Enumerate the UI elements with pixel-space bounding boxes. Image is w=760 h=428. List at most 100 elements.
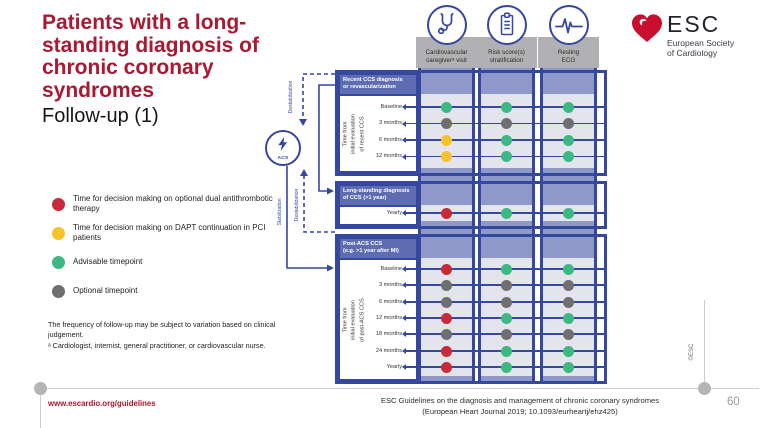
page-subtitle: Follow-up (1) [42, 104, 159, 127]
row-label: 24 months [375, 347, 402, 354]
timepoint-dot-gray [501, 296, 512, 308]
label-destabilization-top: Destabilization [288, 80, 294, 114]
legend-dot-yellow [52, 226, 65, 240]
timepoint-dot-gray [441, 296, 452, 308]
label-destabilization-bottom: Destabilization [294, 188, 300, 222]
timepoint-dot-red [441, 312, 452, 324]
divider-line-left [40, 388, 41, 428]
timepoint-dot-green [563, 345, 574, 357]
esc-logo-text: ESC [667, 11, 721, 37]
esc-heart-icon [630, 13, 664, 49]
row-arrow-icon [402, 348, 406, 354]
acs-label: ACS [277, 155, 289, 161]
timepoint-dot-green [501, 361, 512, 373]
column-header-label: Resting ECG [557, 48, 580, 64]
row-arrow-icon [402, 137, 406, 143]
timepoint-dot-green [563, 151, 574, 162]
esc-logo-subtext: European Society of Cardiology [667, 38, 734, 58]
row-label: 12 months [375, 153, 402, 159]
timepoint-dot-green [563, 101, 574, 113]
row-arrow-icon [402, 153, 406, 160]
clipboard-icon [486, 5, 527, 45]
row-arrow-icon [402, 210, 406, 216]
section-label-panel: Post-ACS CCS (e.g. >1 year after MI) [338, 237, 418, 381]
column-header-box: Risk score(s) stratification [476, 37, 537, 68]
timepoint-dot-gray [501, 279, 512, 291]
lightning-bolt-icon [276, 136, 290, 157]
timepoint-dot-gray [563, 328, 574, 340]
timepoint-dot-red [441, 345, 452, 357]
timepoint-dot-gray [563, 296, 574, 308]
footnote-block: The frequency of follow-up may be subjec… [48, 320, 294, 352]
divider-line-right [704, 300, 705, 388]
citation-line-2: (European Heart Journal 2019; 10.1093/eu… [422, 407, 618, 416]
stethoscope-icon [426, 5, 467, 45]
legend: Time for decision making on optional dua… [52, 194, 282, 310]
timepoint-dot-red [441, 361, 452, 373]
column-header-label: Cardiovascular caregiverᵃ visit [425, 48, 468, 64]
label-stabilization: Stabilization [277, 198, 283, 226]
timepoint-dot-green [563, 263, 574, 275]
footnote-text-1: The frequency of follow-up may be subjec… [48, 320, 276, 340]
row-label: Yearly [386, 363, 402, 370]
timepoint-dot-gray [441, 328, 452, 340]
section-frame: Long-standing diagnosis of CCS (>1 year) [335, 181, 607, 229]
esc-logo: ESC European Society of Cardiology [630, 13, 734, 58]
timepoint-dot-green [563, 312, 574, 324]
row-label: Yearly [386, 209, 402, 216]
row-arrow-icon [402, 282, 406, 288]
section-header: Long-standing diagnosis of CCS (>1 year) [340, 186, 416, 205]
legend-label: Advisable timepoint [73, 257, 143, 266]
legend-label: Optional timepoint [73, 286, 138, 295]
row-arrow-icon [402, 104, 406, 110]
timepoint-dot-yellow [441, 134, 452, 146]
legend-dot-gray [52, 284, 65, 298]
section-header: Recent CCS diagnosis or revascularizatio… [340, 75, 416, 94]
timepoint-dot-green [501, 345, 512, 357]
page-title: Patients with a long-standing diagnosis … [42, 11, 260, 103]
legend-label: Time for decision making on optional dua… [73, 194, 273, 213]
section-rows-panel [340, 206, 416, 224]
divider-dot-right [697, 381, 711, 395]
timepoint-dot-green [501, 312, 512, 324]
timepoint-dot-yellow [441, 151, 452, 162]
column-header-label: Risk score(s) stratification [488, 48, 525, 64]
section-header: Post-ACS CCS (e.g. >1 year after MI) [340, 239, 416, 258]
row-label: Baseline [380, 103, 402, 110]
acs-circle: ACS [265, 130, 301, 166]
legend-dot-green [52, 255, 65, 269]
timepoint-dot-green [501, 207, 512, 219]
timepoint-dot-gray [501, 118, 512, 129]
legend-item: Optional timepoint [52, 281, 282, 301]
row-label: 6 months [378, 136, 402, 143]
row-label: 12 months [375, 314, 402, 321]
timepoint-dot-gray [441, 118, 452, 129]
legend-item: Time for decision making on optional dua… [52, 194, 282, 214]
timepoint-dot-red [441, 207, 452, 219]
section-frame: Post-ACS CCS (e.g. >1 year after MI) [335, 234, 607, 384]
timepoint-dot-green [563, 361, 574, 373]
copyright-vertical: ©ESC [689, 343, 695, 361]
row-label: 3 months [378, 120, 402, 126]
row-arrow-icon [402, 315, 406, 321]
timepoint-dot-red [441, 263, 452, 275]
esc-logo-subtext-line1: European Society [667, 38, 735, 48]
title-block: Patients with a long-standing diagnosis … [42, 11, 282, 127]
esc-logo-subtext-line2: of Cardiology [667, 48, 718, 59]
row-arrow-icon [402, 331, 406, 337]
timepoint-dot-gray [563, 279, 574, 291]
row-arrow-icon [402, 364, 406, 370]
row-label: 18 months [375, 330, 402, 337]
timepoint-dot-gray [563, 118, 574, 129]
timepoint-dot-green [563, 134, 574, 146]
citation: ESC Guidelines on the diagnosis and mana… [325, 395, 715, 417]
footer-link[interactable]: www.escardio.org/guidelines [48, 399, 156, 408]
timepoint-dot-green [501, 151, 512, 162]
row-arrow-icon [402, 299, 406, 305]
footnote-text-2: ᵃ Cardiologist, internist, general pract… [48, 341, 266, 351]
legend-item: Advisable timepoint [52, 252, 282, 272]
page-number: 60 [727, 396, 740, 408]
ecg-icon [548, 5, 589, 45]
